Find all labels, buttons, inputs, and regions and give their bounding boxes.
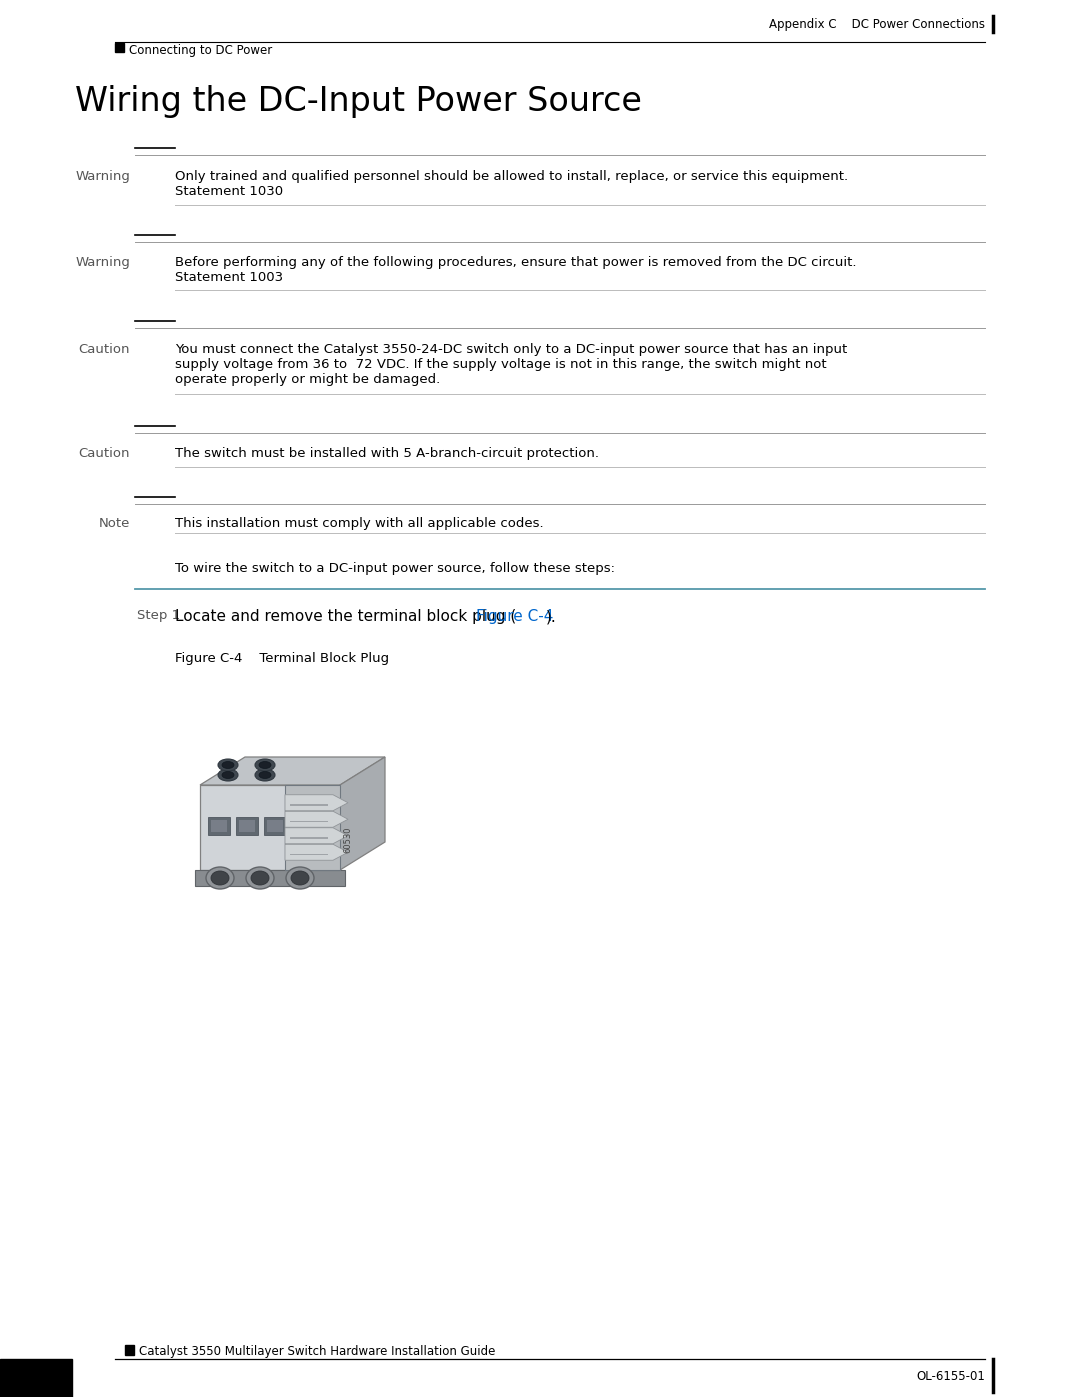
Text: Warning: Warning bbox=[76, 170, 130, 183]
Polygon shape bbox=[340, 757, 384, 870]
Ellipse shape bbox=[259, 761, 271, 768]
Polygon shape bbox=[285, 812, 348, 827]
Text: Appendix C    DC Power Connections: Appendix C DC Power Connections bbox=[769, 18, 985, 31]
Text: Wiring the DC-Input Power Source: Wiring the DC-Input Power Source bbox=[75, 85, 642, 117]
Text: 60530: 60530 bbox=[343, 827, 352, 854]
Polygon shape bbox=[200, 757, 384, 785]
Text: Figure C-4    Terminal Block Plug: Figure C-4 Terminal Block Plug bbox=[175, 652, 389, 665]
Bar bbox=[291, 820, 328, 823]
Ellipse shape bbox=[286, 868, 314, 888]
Text: Caution: Caution bbox=[79, 344, 130, 356]
Text: Step 1: Step 1 bbox=[137, 609, 180, 622]
Text: Before performing any of the following procedures, ensure that power is removed : Before performing any of the following p… bbox=[175, 256, 856, 284]
Ellipse shape bbox=[255, 759, 275, 771]
Bar bbox=[114, 42, 124, 52]
Polygon shape bbox=[285, 844, 348, 861]
Bar bbox=[291, 854, 328, 855]
Text: Catalyst 3550 Multilayer Switch Hardware Installation Guide: Catalyst 3550 Multilayer Switch Hardware… bbox=[139, 1345, 496, 1358]
Text: Caution: Caution bbox=[79, 447, 130, 460]
Polygon shape bbox=[285, 795, 348, 810]
Ellipse shape bbox=[218, 759, 238, 771]
Ellipse shape bbox=[222, 771, 234, 778]
Ellipse shape bbox=[218, 768, 238, 781]
Bar bbox=[125, 1345, 134, 1355]
Text: C-4: C-4 bbox=[23, 1370, 49, 1384]
Text: To wire the switch to a DC-input power source, follow these steps:: To wire the switch to a DC-input power s… bbox=[175, 562, 615, 576]
Ellipse shape bbox=[255, 768, 275, 781]
Bar bbox=[208, 817, 230, 835]
Bar bbox=[264, 817, 286, 835]
Text: Connecting to DC Power: Connecting to DC Power bbox=[129, 43, 272, 56]
Ellipse shape bbox=[206, 868, 234, 888]
Ellipse shape bbox=[222, 761, 234, 768]
Bar bbox=[291, 837, 328, 840]
Bar bbox=[291, 805, 328, 806]
Bar bbox=[267, 820, 283, 833]
Polygon shape bbox=[285, 828, 348, 844]
Bar bbox=[211, 820, 227, 833]
Text: This installation must comply with all applicable codes.: This installation must comply with all a… bbox=[175, 517, 543, 529]
Ellipse shape bbox=[251, 870, 269, 886]
Text: Figure C-4: Figure C-4 bbox=[476, 609, 553, 624]
Text: OL-6155-01: OL-6155-01 bbox=[916, 1370, 985, 1383]
Text: The switch must be installed with 5 A-branch-circuit protection.: The switch must be installed with 5 A-br… bbox=[175, 447, 599, 460]
Ellipse shape bbox=[246, 868, 274, 888]
Text: Note: Note bbox=[98, 517, 130, 529]
Ellipse shape bbox=[259, 771, 271, 778]
Text: Warning: Warning bbox=[76, 256, 130, 270]
Text: ).: ). bbox=[546, 609, 557, 624]
Bar bbox=[239, 820, 255, 833]
Polygon shape bbox=[195, 870, 345, 886]
Polygon shape bbox=[200, 785, 340, 870]
Bar bbox=[0, 1359, 72, 1397]
Ellipse shape bbox=[211, 870, 229, 886]
Text: You must connect the Catalyst 3550-24-DC switch only to a DC-input power source : You must connect the Catalyst 3550-24-DC… bbox=[175, 344, 847, 386]
Text: Only trained and qualified personnel should be allowed to install, replace, or s: Only trained and qualified personnel sho… bbox=[175, 170, 848, 198]
Bar bbox=[237, 817, 258, 835]
Polygon shape bbox=[285, 785, 340, 870]
Text: Locate and remove the terminal block plug (: Locate and remove the terminal block plu… bbox=[175, 609, 516, 624]
Ellipse shape bbox=[291, 870, 309, 886]
